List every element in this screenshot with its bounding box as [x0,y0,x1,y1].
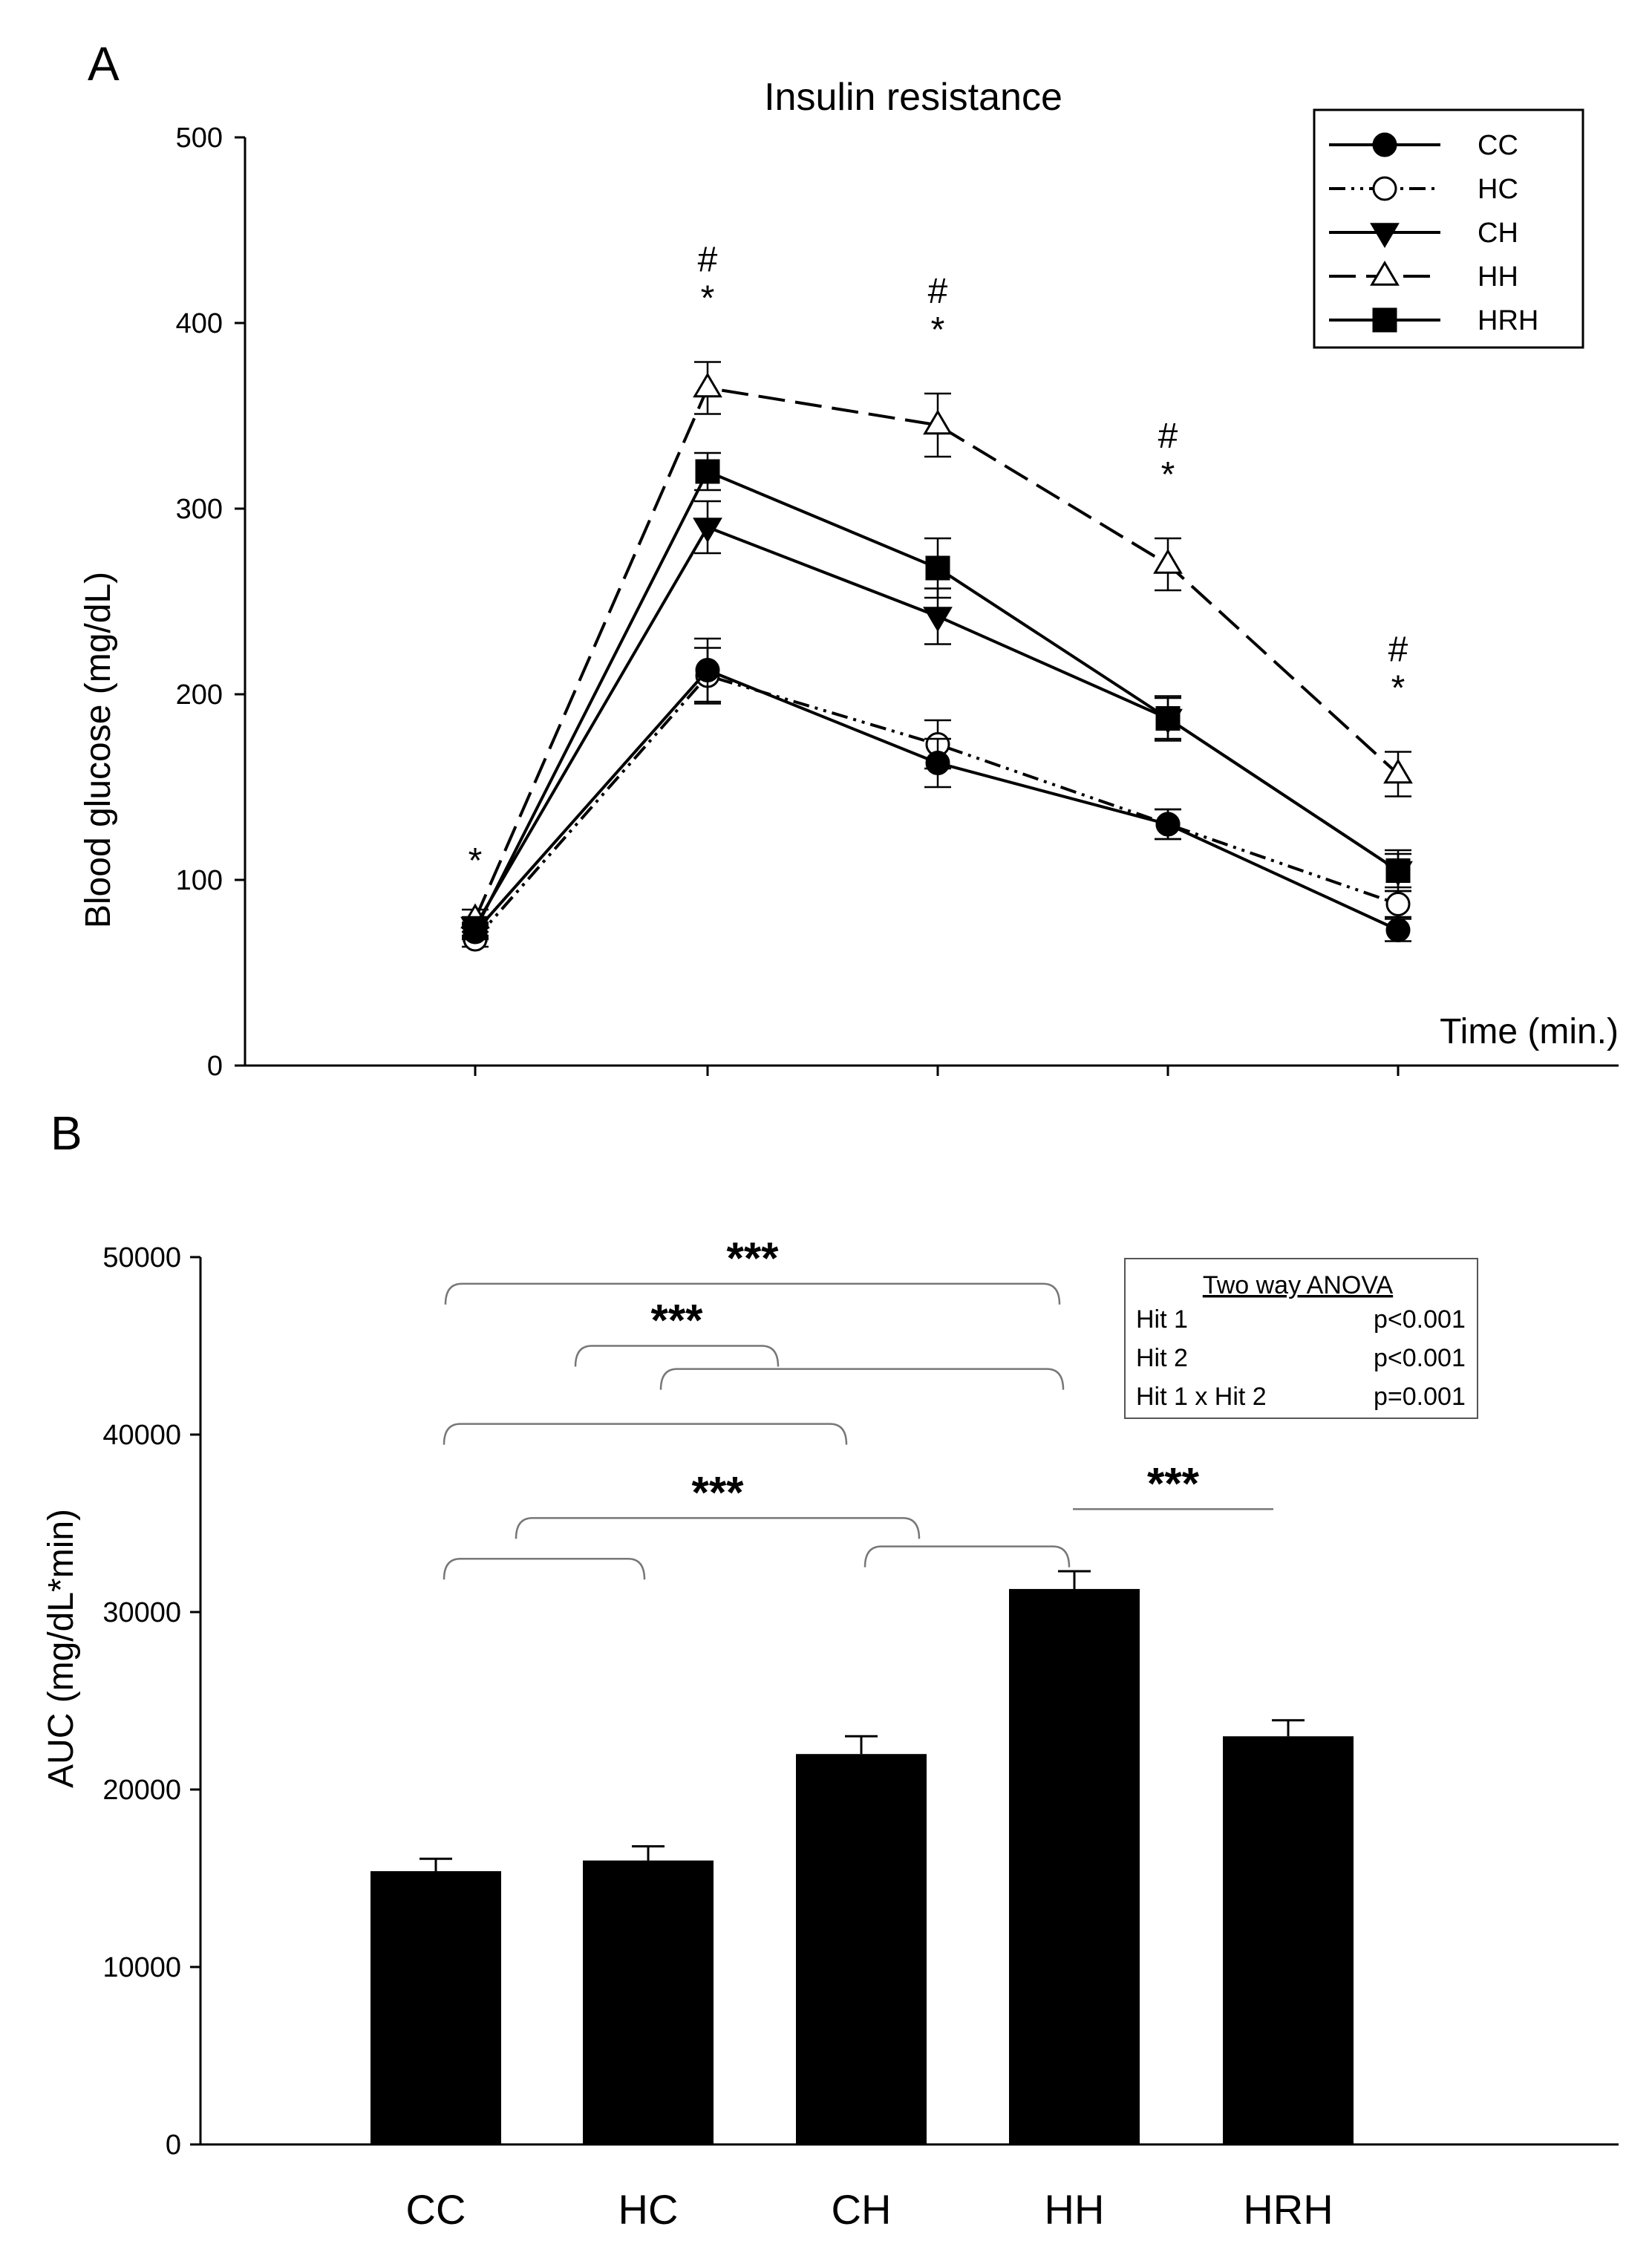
data-point-cc [1155,812,1181,837]
significance-bracket [574,1345,780,1367]
significance-bracket [659,1368,1065,1390]
panel-label-a: A [88,37,120,91]
chart-a-xlabel: Time (min.) [1440,1012,1619,1051]
series-line-cc [474,668,1399,933]
series-cc [462,637,1411,945]
significance-bracket [444,1282,1061,1305]
y-tick-label: 40000 [102,1420,181,1451]
significance-bracket [443,1423,848,1445]
y-tick-label: 30000 [102,1597,181,1628]
data-point-hh [693,372,722,398]
legend-label-cc: CC [1478,130,1518,161]
y-tick-label: 400 [176,308,223,339]
legend-marker-hrh [1372,307,1397,333]
category-label-hc: HC [618,2186,679,2233]
anova-factor-1: Hit 1 [1136,1305,1188,1334]
significance-mark: * [1391,669,1405,708]
legend-marker-ch [1370,223,1400,248]
y-tick-label: 500 [176,123,223,154]
panel-label-b: B [50,1106,82,1160]
significance-mark: * [931,310,945,350]
significance-mark: * [468,841,483,881]
legend-label-hc: HC [1478,174,1518,205]
chart-a-title: Insulin resistance [764,76,1062,119]
chart-b: 0 10000 20000 30000 40000 50000 CC HC CH HH HRH ***… [102,1233,1619,2233]
y-tick-label: 20000 [102,1775,181,1806]
y-tick-label: 0 [207,1051,223,1082]
y-tick-label: 200 [176,679,223,711]
bar-hrh [1223,1736,1354,2144]
significance-mark: * [1161,455,1175,495]
significance-bracket [443,1558,646,1580]
significance-label: *** [1147,1458,1200,1508]
data-point-hc [1385,892,1411,916]
data-point-hrh [925,555,950,581]
data-point-hh [923,409,953,435]
legend-label-ch: CH [1478,218,1518,249]
data-point-ch [1153,708,1183,734]
legend-marker-hc [1372,176,1397,201]
bar-ch [796,1754,927,2144]
series-line-hh [474,386,1400,920]
significance-label: *** [726,1233,779,1283]
bar-hc [583,1860,714,2144]
data-point-ch [923,607,953,632]
significance-label: *** [691,1467,744,1517]
anova-factor-3: Hit 1 x Hit 2 [1136,1383,1267,1411]
y-tick-label: 50000 [102,1242,181,1273]
anova-p-3: p=0.001 [1374,1383,1466,1411]
anova-p-2: p<0.001 [1374,1344,1466,1372]
anova-box: Two way ANOVA Hit 1 p<0.001 Hit 2 p<0.00… [1124,1258,1478,1419]
data-point-cc [463,919,488,945]
category-label-ch: CH [832,2186,892,2233]
y-tick-label: 10000 [102,1952,181,1983]
category-label-hh: HH [1045,2186,1105,2233]
series-hrh [462,451,1411,942]
data-point-hh [1383,758,1413,784]
legend: CC HC CH HH HRH [1313,108,1584,349]
category-label-hrh: HRH [1243,2186,1333,2233]
series-line-hrh [474,469,1400,931]
bar-cc [370,1870,501,2144]
y-tick-label: 300 [176,494,223,525]
anova-p-1: p<0.001 [1374,1305,1466,1334]
data-point-ch [693,518,722,543]
legend-marker-hh [1370,261,1400,286]
y-tick-label: 0 [166,2130,181,2161]
data-point-cc [1385,918,1411,942]
category-label-cc: CC [406,2186,466,2233]
significance-mark: # [698,241,718,280]
series-hc [462,647,1411,952]
legend-marker-cc [1372,132,1397,157]
data-point-hh [1153,549,1183,574]
data-point-cc [925,751,950,775]
anova-box-border [1124,1258,1478,1419]
data-point-hrh [695,459,720,484]
chart-b-ylabel: AUC (mg/dL*min) [42,1509,81,1788]
chart-a-ylabel: Blood glucose (mg/dL) [79,572,118,928]
data-point-ch [1383,861,1413,887]
bar-hh [1009,1588,1140,2144]
significance-bracket [863,1545,1071,1567]
legend-label-hrh: HRH [1478,305,1538,336]
data-point-cc [695,658,720,682]
series-line-hc [474,673,1399,941]
significance-label: *** [650,1296,703,1345]
legend-label-hh: HH [1478,261,1518,293]
legend-box [1313,108,1584,349]
significance-bracket [515,1517,921,1539]
anova-factor-2: Hit 2 [1136,1344,1188,1372]
y-tick-label: 100 [176,865,223,896]
anova-title: Two way ANOVA [1203,1271,1394,1299]
significance-mark: # [1158,417,1178,456]
significance-mark: * [701,279,715,319]
significance-mark: # [1388,630,1408,670]
significance-mark: # [928,272,948,311]
